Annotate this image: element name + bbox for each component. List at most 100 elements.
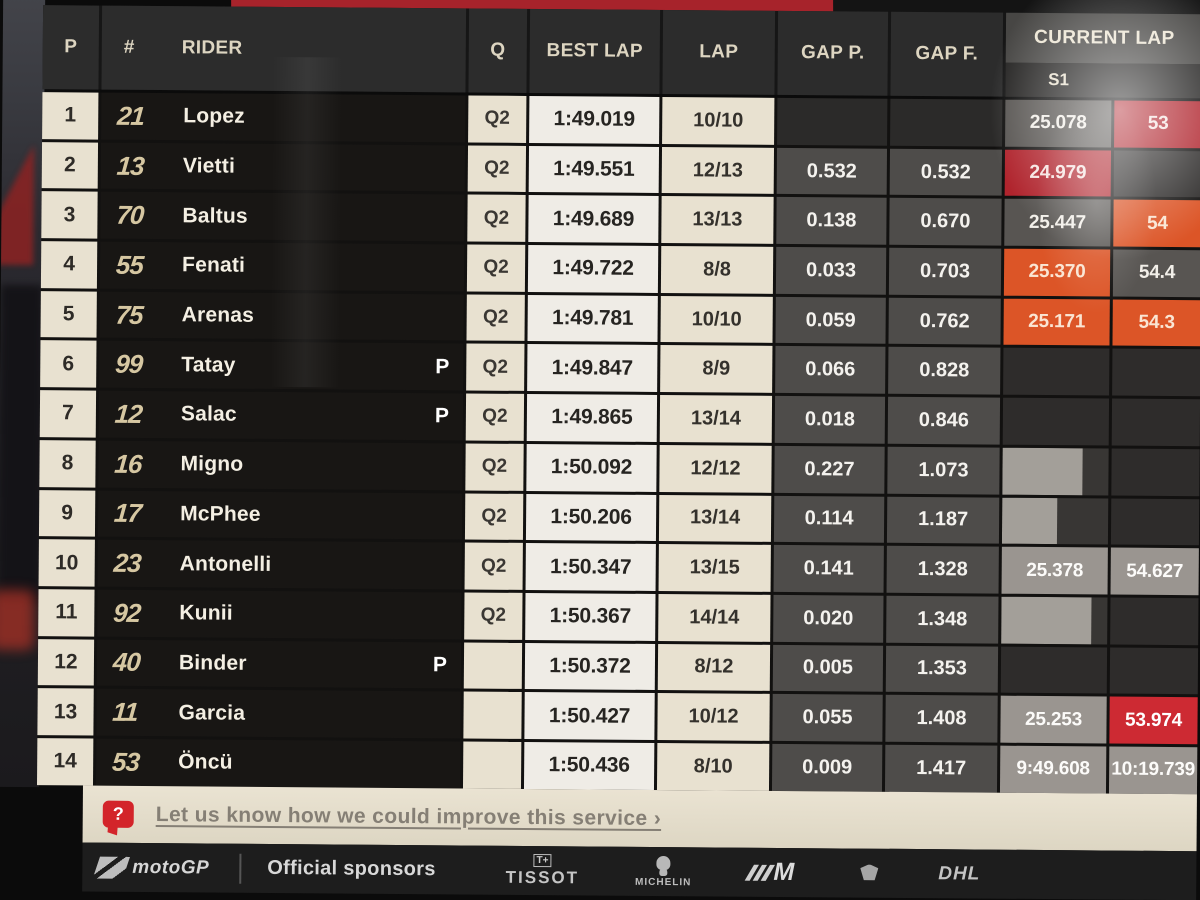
position-cell: 3 <box>41 191 98 239</box>
q-cell: Q2 <box>464 542 523 590</box>
rider-number: 21 <box>116 100 146 131</box>
gap-first-cell: 0.670 <box>889 198 1002 246</box>
q-cell: Q2 <box>464 492 524 541</box>
rider-name: Lopez <box>183 104 246 129</box>
best-lap-cell: 1:50.347 <box>525 543 656 591</box>
header-current-lap: CURRENT LAP <box>1005 12 1200 65</box>
sector2-cell: 54.627 <box>1110 547 1199 596</box>
lap-cell: 13/15 <box>658 544 771 592</box>
sector1-cell: 25.370 <box>1003 248 1111 297</box>
sector1-cell: 25.253 <box>1000 695 1107 744</box>
table-row: 9 17 McPhee Q2 1:50.206 13/14 0.114 1.18… <box>38 489 1200 546</box>
pit-flag: P <box>434 404 449 428</box>
tissot-plus-icon: T+ <box>533 853 552 867</box>
sponsor-emblem-logo <box>860 864 878 882</box>
header-q: Q <box>468 8 528 93</box>
best-lap-cell: 1:49.865 <box>526 394 658 442</box>
q-cell <box>462 741 522 789</box>
header-number: # <box>123 36 135 58</box>
sector2-cell <box>1109 647 1199 695</box>
gap-prev-cell: 0.009 <box>771 743 883 792</box>
tissot-logo: T+ TISSOT <box>506 853 580 888</box>
rider-name: Salac <box>180 402 237 427</box>
q-cell <box>463 642 523 690</box>
rider-cell: 75 Arenas <box>99 291 464 341</box>
sponsor-bar: motoGP Official sponsors T+ TISSOT MICHE… <box>82 842 1197 900</box>
best-lap-cell: 1:49.781 <box>527 294 658 343</box>
position-cell: 9 <box>38 489 96 537</box>
michelin-wordmark: MICHELIN <box>634 876 692 888</box>
header-lap: LAP <box>662 10 776 95</box>
sector1-cell <box>1001 596 1108 645</box>
position-cell: 8 <box>39 439 96 488</box>
sector1-cell: 25.171 <box>1003 298 1110 346</box>
sector2-cell <box>1111 398 1200 447</box>
lap-cell: 8/10 <box>656 742 770 791</box>
best-lap-cell: 1:50.092 <box>526 443 657 492</box>
sector1-cell: 25.078 <box>1005 99 1112 148</box>
tissot-wordmark: TISSOT <box>505 867 580 887</box>
best-lap-cell: 1:49.551 <box>528 145 660 194</box>
sector2-cell: 53.974 <box>1109 696 1198 745</box>
rider-number: 23 <box>112 547 142 578</box>
feedback-strip: ? Let us know how we could improve this … <box>82 785 1197 852</box>
gap-first-cell: 1.408 <box>885 695 998 743</box>
sector2-cell <box>1110 597 1199 645</box>
gap-first-cell: 0.532 <box>889 148 1003 197</box>
lap-cell: 13/14 <box>659 395 773 443</box>
best-lap-cell: 1:49.847 <box>527 344 658 393</box>
header-rider: # RIDER <box>101 5 467 93</box>
sector1-cell <box>1003 348 1110 396</box>
gap-first-cell: 0.703 <box>888 247 1002 296</box>
lap-cell: 12/12 <box>659 444 772 493</box>
question-bubble-icon[interactable]: ? <box>102 800 134 828</box>
rider-name: Kunii <box>179 601 233 625</box>
q-cell: Q2 <box>466 294 525 342</box>
sector2-cell <box>1112 348 1200 397</box>
rider-name: Garcia <box>178 700 246 725</box>
rider-cell: 92 Kunii <box>97 589 462 640</box>
background-red-flag-shape <box>0 144 35 266</box>
rider-cell: 55 Fenati <box>99 241 465 292</box>
table-row: 5 75 Arenas Q2 1:49.781 10/10 0.059 0.76… <box>40 290 1200 347</box>
sector2-cell: 54.4 <box>1112 249 1200 297</box>
sector1-cell: 25.447 <box>1004 199 1111 247</box>
best-lap-cell: 1:49.689 <box>528 195 659 244</box>
gap-prev-cell: 0.033 <box>775 246 887 295</box>
gap-first-cell: 1.073 <box>887 446 1000 495</box>
q-cell: Q2 <box>465 393 525 441</box>
best-lap-cell: 1:49.722 <box>527 245 659 293</box>
table-row: 8 16 Migno Q2 1:50.092 12/12 0.227 1.073 <box>39 439 1200 496</box>
position-cell: 11 <box>38 588 95 637</box>
position-cell: 14 <box>36 738 94 786</box>
gap-first-cell: 0.828 <box>888 347 1001 395</box>
official-sponsors-label: Official sponsors <box>267 856 436 881</box>
feedback-link[interactable]: Let us know how we could improve this se… <box>155 802 662 830</box>
q-cell: Q2 <box>465 443 524 491</box>
lap-cell: 10/10 <box>660 295 773 344</box>
best-lap-cell: 1:50.427 <box>524 692 655 740</box>
crest-icon <box>860 864 878 880</box>
rider-name: Baltus <box>182 203 248 228</box>
sector1-cell: 24.979 <box>1004 149 1112 197</box>
position-cell: 5 <box>40 290 97 339</box>
lap-cell: 14/14 <box>658 593 771 642</box>
rider-number: 70 <box>115 199 145 231</box>
rider-cell: 12 Salac P <box>98 390 464 441</box>
position-cell: 12 <box>37 638 95 686</box>
table-row: 6 99 Tatay P Q2 1:49.847 8/9 0.066 0.828 <box>40 340 1200 397</box>
lap-cell: 10/12 <box>657 693 770 741</box>
gap-first-cell <box>890 98 1003 147</box>
lap-cell: 13/14 <box>658 494 772 543</box>
gap-prev-cell: 0.138 <box>776 197 887 245</box>
motogp-logo: motoGP <box>92 856 209 879</box>
best-lap-cell: 1:50.367 <box>525 592 656 641</box>
gap-prev-cell <box>777 97 888 146</box>
rider-cell: 99 Tatay P <box>99 341 464 391</box>
rider-name: Arenas <box>181 303 255 327</box>
rider-cell: 70 Baltus <box>100 191 465 242</box>
rider-number: 55 <box>114 249 145 280</box>
q-cell <box>463 691 522 739</box>
sector1-cell <box>1000 646 1108 694</box>
sector1-cell <box>1002 397 1110 446</box>
